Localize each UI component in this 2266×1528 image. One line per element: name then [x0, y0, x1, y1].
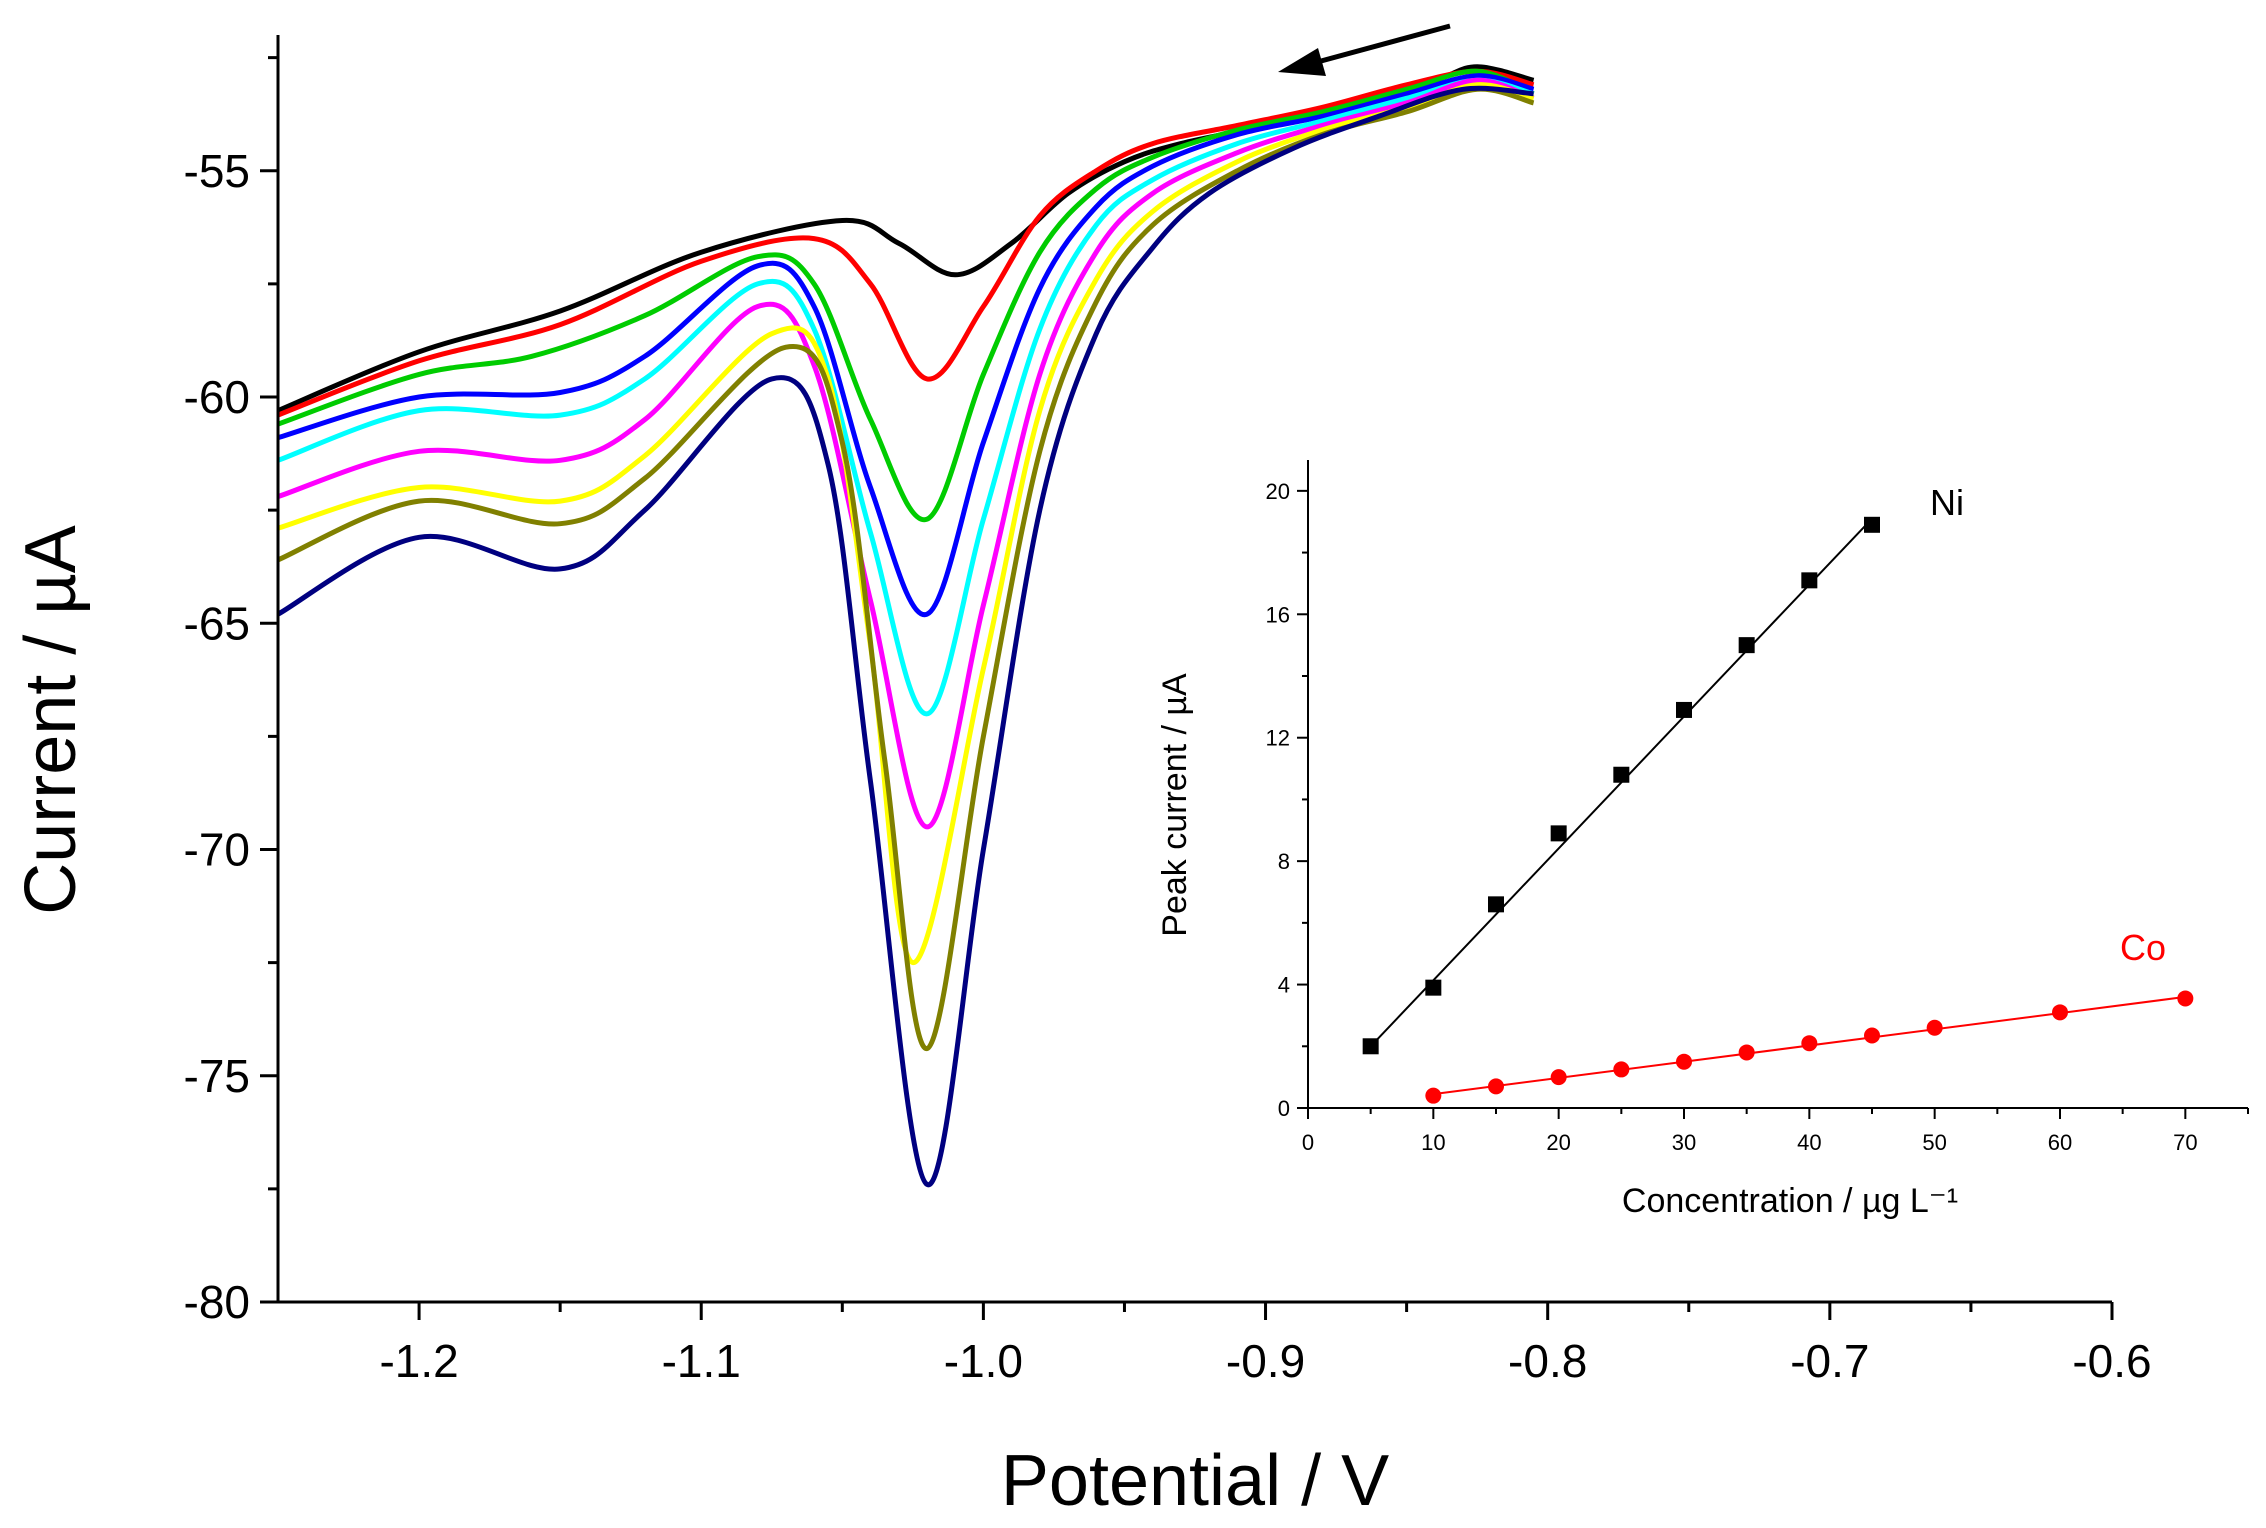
point-ni	[1738, 637, 1755, 654]
main-x-tick-label: -1.1	[662, 1335, 741, 1387]
point-ni	[1864, 516, 1880, 533]
inset-y-tick-label: 16	[1266, 602, 1290, 627]
curve-6	[277, 77, 1535, 830]
inset-x-tick-label: 60	[2048, 1130, 2072, 1155]
arrow-head	[1278, 48, 1326, 76]
inset-y-tick-label: 4	[1278, 973, 1290, 998]
main-y-tick-label: -55	[184, 145, 250, 197]
point-co	[1613, 1061, 1630, 1078]
main-y-tick-label: -65	[184, 597, 250, 649]
voltammogram-curves	[276, 64, 1535, 1187]
arrow-shaft	[1309, 23, 1451, 67]
curve-2	[277, 68, 1535, 418]
curve-7	[277, 82, 1535, 966]
main-y-axis-title: Current / µA	[11, 525, 91, 915]
inset-axes: 0 10 20 30 40 50 60 70 0 4 8 12 16 20	[1266, 460, 2249, 1155]
main-x-tick-label: -0.9	[1226, 1335, 1305, 1387]
point-ni	[1550, 825, 1567, 842]
point-co	[1738, 1044, 1755, 1061]
point-ni	[1425, 979, 1442, 996]
scan-direction-arrow	[1278, 23, 1451, 76]
main-x-tick-label: -1.2	[379, 1335, 458, 1387]
inset-y-tick-label: 20	[1266, 479, 1290, 504]
point-ni	[1362, 1038, 1379, 1055]
point-co	[1801, 1035, 1818, 1052]
inset-data-points	[1362, 516, 2194, 1104]
main-y-tick-label: -60	[184, 371, 250, 423]
inset-x-tick-label: 20	[1546, 1130, 1570, 1155]
point-co	[1550, 1069, 1567, 1086]
main-x-tick-label: -1.0	[944, 1335, 1023, 1387]
main-y-tick-label: -70	[184, 824, 250, 876]
curve-3	[277, 68, 1535, 523]
main-x-tick-label: -0.7	[1790, 1335, 1869, 1387]
main-y-tick-label: -75	[184, 1050, 250, 1102]
point-co	[1425, 1087, 1442, 1104]
main-x-tick-label: -0.6	[2072, 1335, 2151, 1387]
main-x-axis-title: Potential / V	[1001, 1441, 1389, 1521]
curve-9	[276, 85, 1534, 1187]
inset-label-co: Co	[2120, 927, 2166, 968]
inset-x-tick-label: 40	[1797, 1130, 1821, 1155]
inset-x-tick-label: 70	[2173, 1130, 2197, 1155]
point-co	[1926, 1019, 1943, 1036]
curve-8	[277, 86, 1535, 1052]
inset-y-tick-label: 8	[1278, 849, 1290, 874]
point-ni	[1488, 896, 1504, 913]
main-axes: -1.2 -1.1 -1.0 -0.9 -0.8 -0.7 -0.6 -80 -75 -70 -65…	[184, 35, 2152, 1387]
inset-x-tick-label: 50	[1922, 1130, 1946, 1155]
inset-x-tick-label: 0	[1302, 1130, 1314, 1155]
inset-x-tick-label: 10	[1421, 1130, 1445, 1155]
point-co	[2052, 1004, 2068, 1021]
point-co	[1488, 1078, 1504, 1095]
main-y-tick-label: -80	[184, 1276, 250, 1328]
curve-4	[277, 73, 1535, 617]
inset-y-axis-title: Peak current / µA	[1156, 673, 1194, 937]
point-ni	[1801, 572, 1818, 589]
inset-x-tick-label: 30	[1672, 1130, 1696, 1155]
point-ni	[1613, 766, 1630, 783]
point-co	[1676, 1053, 1692, 1070]
inset-label-ni: Ni	[1930, 482, 1964, 523]
point-ni	[1676, 701, 1692, 718]
inset-x-axis-title: Concentration / µg L⁻¹	[1622, 1182, 1958, 1220]
curve-5	[277, 77, 1535, 717]
point-co	[1864, 1027, 1880, 1044]
inset-y-tick-label: 12	[1266, 726, 1290, 751]
main-x-tick-label: -0.8	[1508, 1335, 1587, 1387]
point-co	[2177, 990, 2194, 1007]
inset-y-tick-label: 0	[1278, 1096, 1290, 1121]
